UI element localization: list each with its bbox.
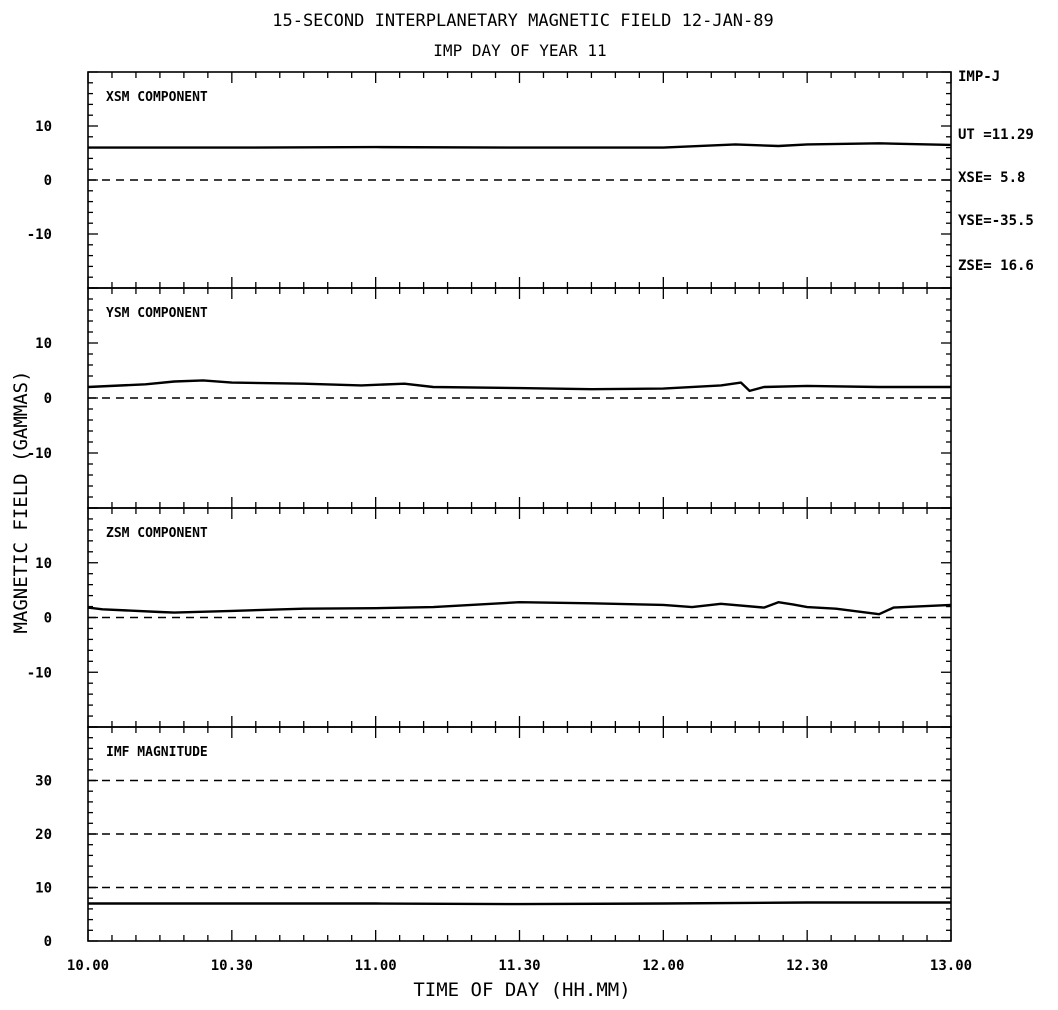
x-tick-label: 11.00	[355, 958, 397, 974]
panel-label: IMF MAGNITUDE	[106, 745, 208, 760]
panel-label: YSM COMPONENT	[106, 306, 208, 321]
y-tick-label: 0	[44, 934, 52, 950]
x-tick-label: 13.00	[930, 958, 972, 974]
y-tick-label: -10	[27, 665, 52, 681]
x-tick-label: 11.30	[498, 958, 540, 974]
x-axis-label: TIME OF DAY (HH.MM)	[413, 979, 630, 1001]
x-tick-label: 12.30	[786, 958, 828, 974]
y-tick-label: 0	[44, 173, 52, 189]
y-tick-label: 10	[35, 881, 52, 897]
y-tick-label: 20	[35, 827, 52, 843]
spacecraft-info: IMP-J UT =11.29 XSE= 5.8 YSE=-35.5 ZSE= 16.6	[958, 69, 1034, 274]
x-tick-label: 12.00	[642, 958, 684, 974]
chart-title: 15-SECOND INTERPLANETARY MAGNETIC FIELD …	[272, 11, 774, 31]
chart-subtitle: IMP DAY OF YEAR 11	[433, 41, 606, 60]
y-tick-label: 10	[35, 336, 52, 352]
side-info-item: YSE=-35.5	[958, 213, 1034, 229]
x-tick-label: 10.00	[67, 958, 109, 974]
y-tick-label: 30	[35, 774, 52, 790]
panel-3: 10 0 -10 ZSM COMPONENT	[27, 507, 952, 728]
y-tick-label: -10	[27, 227, 52, 243]
y-tick-label: 10	[35, 556, 52, 572]
side-info-item: ZSE= 16.6	[958, 258, 1034, 274]
data-line	[87, 601, 952, 616]
data-line	[87, 379, 951, 393]
side-info-item: IMP-J	[958, 69, 1000, 85]
panel-label: XSM COMPONENT	[106, 90, 208, 105]
data-line	[88, 901, 951, 906]
x-tick-labels: 10.00 10.30 11.00 11.30 12.00 12.30 13.00	[67, 958, 972, 974]
x-tick-label: 10.30	[211, 958, 253, 974]
y-tick-label: 0	[44, 611, 52, 627]
side-info-item: UT =11.29	[958, 127, 1034, 143]
y-tick-label: -10	[27, 446, 52, 462]
panel-2: 10 0 -10 YSM COMPONENT	[27, 287, 952, 509]
y-axis-label: MAGNETIC FIELD (GAMMAS)	[10, 370, 32, 633]
panel-label: ZSM COMPONENT	[106, 526, 208, 541]
side-info-item: XSE= 5.8	[958, 170, 1025, 186]
panel-4: 30 20 10 0 IMF MAGNITUDE	[35, 726, 952, 950]
y-tick-label: 10	[35, 119, 52, 135]
y-tick-label: 0	[44, 391, 52, 407]
data-line	[88, 142, 952, 149]
panel-1: 10 0 -10 XSM COMPONENT	[27, 71, 952, 289]
